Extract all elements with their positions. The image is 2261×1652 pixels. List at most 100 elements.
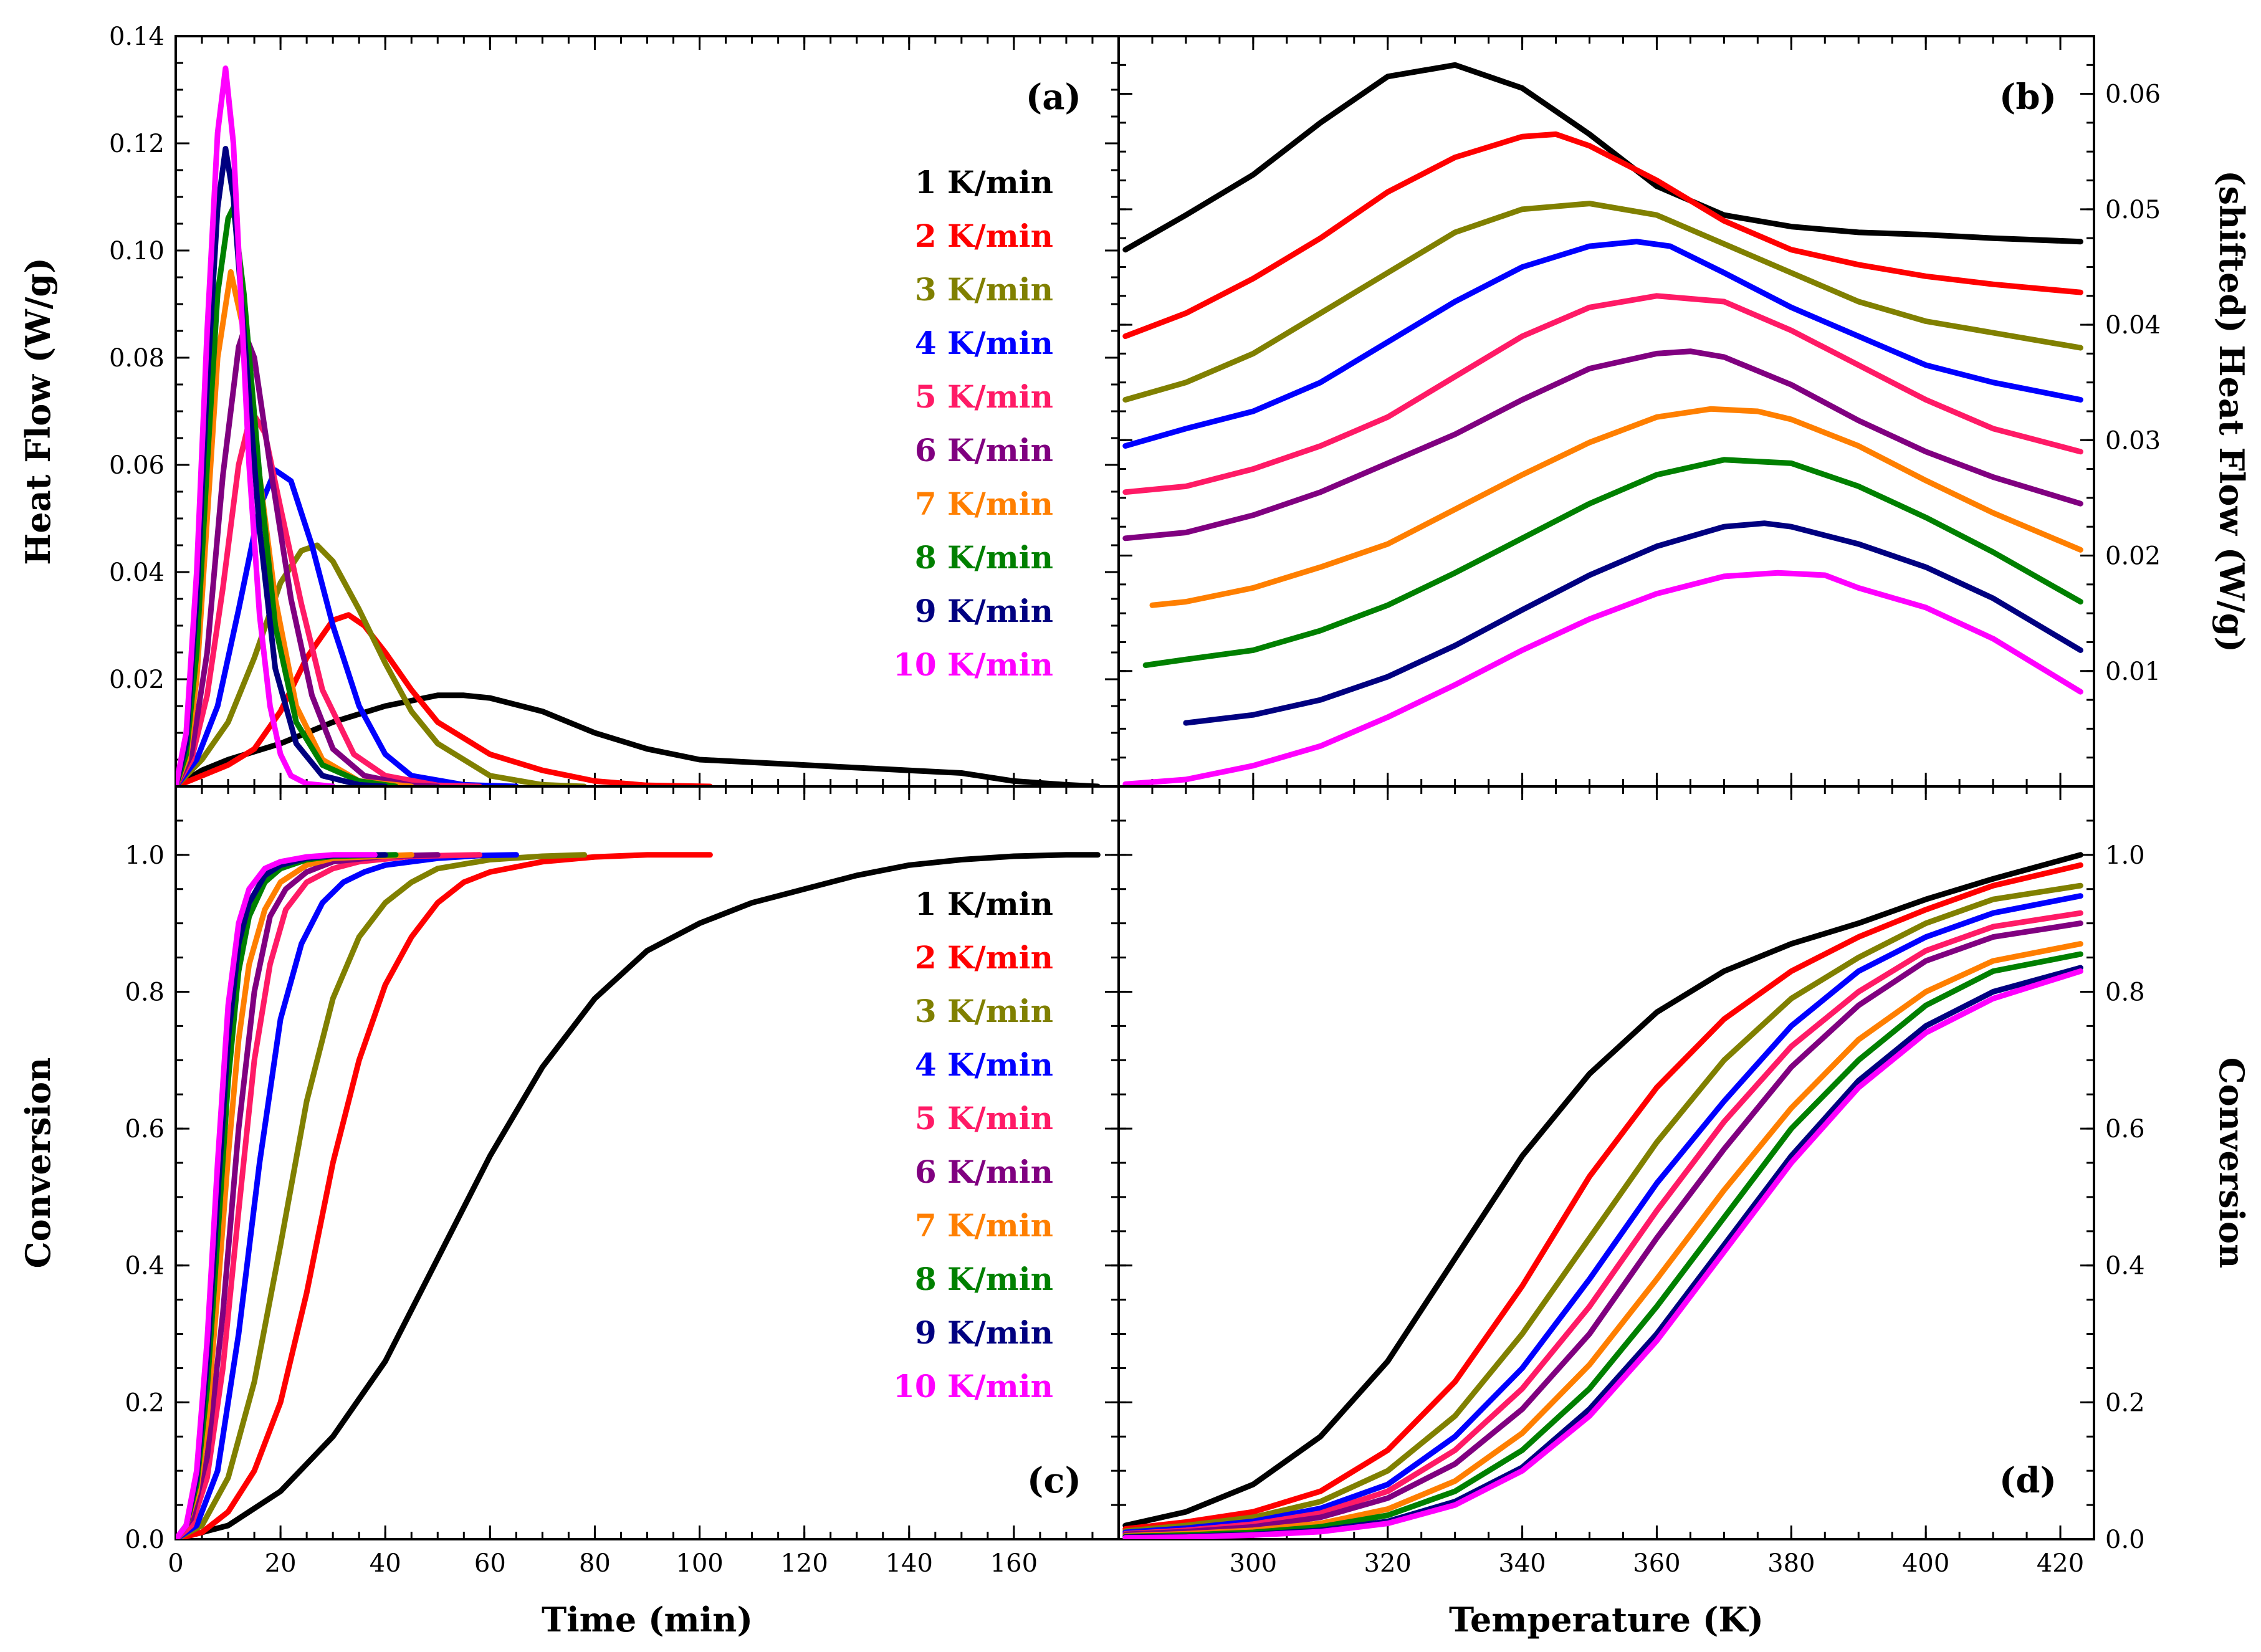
series-line-d-9 [1122,965,2083,1539]
ytick-label: 0.12 [109,130,165,158]
xtick-label: 160 [990,1549,1038,1578]
series-line-a-4 [176,467,519,786]
ytick-label: 0.05 [2105,196,2161,224]
ytick-label: 0.10 [109,237,165,265]
series-line-c-10 [176,852,378,1539]
xtick-label: 0 [168,1549,183,1578]
series-line-a-10 [176,65,336,786]
series-line-b-4 [1122,239,2083,449]
ytick-label: 0.04 [109,558,165,587]
series-line-c-3 [176,852,588,1539]
ytick-label: 0.4 [125,1252,165,1281]
legend-entry: 6 K/min [915,432,1053,469]
xtick-label: 60 [474,1549,506,1578]
ytick-label: 0.04 [2105,311,2161,340]
ytick-label: 0.2 [2105,1388,2145,1417]
series-line-b-10 [1122,570,2083,786]
panel-b: 0.01 0.02 0.03 0.04 0.05 0.06 (b) (shifted) Hea… [1117,35,2252,788]
legend-entry: 10 K/min [893,646,1053,683]
xtick-label: 20 [265,1549,297,1578]
series-group-a [176,65,1101,786]
series-group-b [1122,62,2083,786]
ytick-label: 0.6 [125,1115,165,1144]
xtick-label: 340 [1498,1549,1546,1578]
legend-entry: 8 K/min [915,539,1053,576]
x-axis-title: Temperature (K) [1449,1600,1764,1640]
ytick-label: 0.03 [2105,426,2161,455]
y-axis-title: Conversion [18,1058,58,1269]
ytick-label: 0.08 [109,344,165,373]
series-line-a-6 [176,328,441,786]
series-line-d-10 [1122,968,2083,1539]
series-line-b-7 [1149,406,2083,608]
series-line-d-7 [1122,941,2083,1539]
y-axis-title: Conversion [2212,1058,2252,1269]
ytick-label: 0.02 [109,666,165,694]
legend-entry: 4 K/min [915,1046,1053,1083]
series-line-b-3 [1122,201,2083,403]
xtick-label: 120 [780,1549,828,1578]
xtick-label: 420 [2037,1549,2084,1578]
xtick-label: 40 [370,1549,401,1578]
series-group-c [176,852,1101,1539]
legend-entry: 5 K/min [915,1100,1053,1137]
y-axis-title: Heat Flow (W/g) [18,257,58,565]
legend-entry: 1 K/min [915,164,1053,201]
ytick-label: 0.0 [2105,1525,2145,1554]
xtick-label: 400 [1902,1549,1949,1578]
ytick-label: 0.02 [2105,542,2161,571]
legend-entry: 7 K/min [915,485,1053,522]
series-line-c-1 [176,852,1101,1539]
ytick-label: 0.06 [2105,80,2161,109]
series-line-b-8 [1142,457,2083,668]
ytick-label: 0.8 [2105,978,2145,1006]
x-axis-title: Time (min) [542,1600,753,1640]
series-line-d-3 [1122,882,2083,1534]
ytick-label: 0.06 [109,451,165,480]
series-line-d-6 [1122,920,2083,1537]
series-line-b-6 [1122,348,2083,542]
xtick-label: 100 [676,1549,723,1578]
series-line-c-4 [176,852,519,1539]
ytick-label: 0.6 [2105,1115,2145,1144]
ytick-label: 0.4 [2105,1252,2145,1281]
legend-entry: 3 K/min [915,993,1053,1029]
series-line-a-2 [176,612,713,786]
series-line-d-1 [1122,852,2083,1529]
legend-entry: 5 K/min [915,378,1053,415]
xtick-label: 300 [1230,1549,1277,1578]
series-line-c-2 [176,852,713,1539]
ytick-label: 1.0 [125,841,165,870]
panel-label: (c) [1027,1460,1081,1501]
series-line-d-4 [1122,893,2083,1535]
legend-entry: 9 K/min [915,1314,1053,1351]
series-line-b-5 [1122,293,2083,495]
legend-entry: 7 K/min [915,1207,1053,1244]
ytick-label: 1.0 [2105,841,2145,870]
xtick-label: 380 [1767,1549,1815,1578]
series-line-a-3 [176,542,588,786]
series-group-d [1122,852,2083,1539]
ytick-label: 0.0 [125,1525,165,1554]
legend-entry: 3 K/min [915,271,1053,308]
y-axis-title: (shifted) Heat Flow (W/g) [2212,170,2252,652]
legend-entry: 6 K/min [915,1153,1053,1190]
legend-entry: 2 K/min [915,939,1053,976]
series-line-b-2 [1122,131,2083,340]
series-line-d-2 [1122,862,2083,1532]
xtick-label: 320 [1364,1549,1412,1578]
panel-label: (a) [1026,77,1081,118]
panel-c: 0.0 0.2 0.4 0.6 0.8 1.0 0 20 40 60 80 100 120 140 160 1… [18,785,1120,1640]
panel-label: (b) [1999,77,2057,118]
ytick-label: 0.01 [2105,657,2161,686]
ytick-label: 0.8 [125,978,165,1006]
legend-entry: 2 K/min [915,217,1053,254]
panel-d: 0.0 0.2 0.4 0.6 0.8 1.0 300 320 340 360 380 400 420 (… [1117,785,2252,1640]
legend-entry: 10 K/min [893,1368,1053,1405]
ytick-label: 0.2 [125,1388,165,1417]
ytick-label: 0.14 [109,22,165,51]
legend-entry: 9 K/min [915,593,1053,629]
series-line-d-8 [1122,951,2083,1539]
legend-entry: 8 K/min [915,1261,1053,1297]
